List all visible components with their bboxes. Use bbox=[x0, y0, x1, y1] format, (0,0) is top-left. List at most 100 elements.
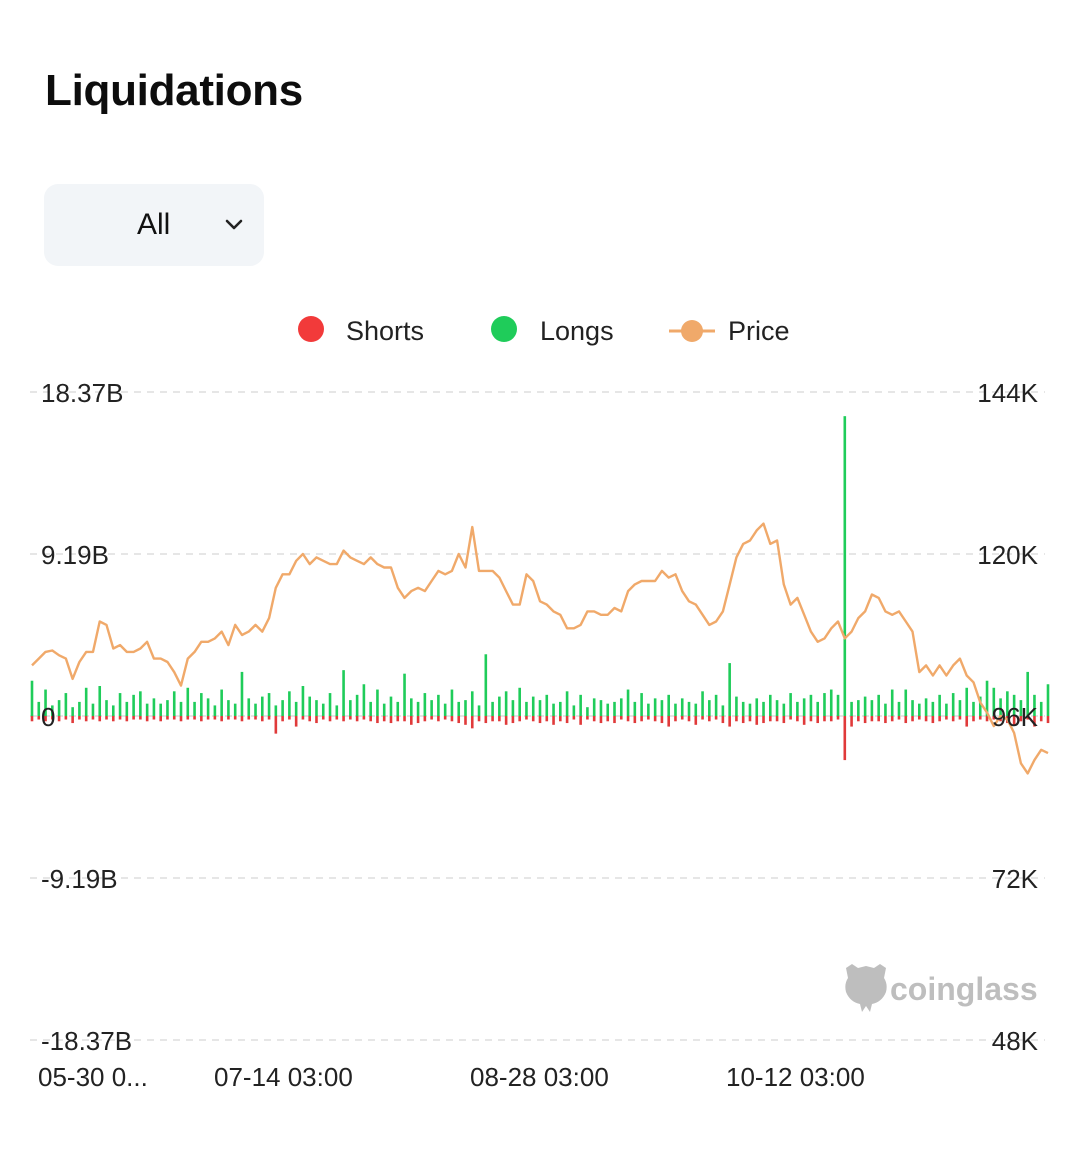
long-liquidation-bar bbox=[477, 705, 481, 716]
long-liquidation-bar bbox=[741, 701, 745, 716]
long-liquidation-bar bbox=[931, 701, 935, 716]
short-liquidation-bar bbox=[450, 716, 454, 722]
long-liquidation-bar bbox=[789, 693, 792, 716]
long-liquidation-bar bbox=[965, 687, 969, 716]
long-liquidation-bar bbox=[918, 703, 921, 716]
long-liquidation-bar bbox=[179, 701, 183, 716]
long-liquidation-bar bbox=[186, 687, 190, 716]
long-liquidation-bar bbox=[470, 691, 474, 716]
short-liquidation-bar bbox=[274, 716, 278, 734]
left-axis-tick: -9.19B bbox=[41, 864, 118, 894]
long-liquidation-bar bbox=[552, 703, 555, 716]
long-liquidation-bar bbox=[958, 700, 962, 716]
left-axis-tick: 18.37B bbox=[41, 378, 123, 408]
long-liquidation-bar bbox=[254, 703, 257, 716]
short-liquidation-bar bbox=[531, 716, 535, 722]
long-liquidation-bar bbox=[37, 701, 41, 716]
long-liquidation-bar bbox=[240, 671, 244, 716]
coinglass-watermark: coinglass bbox=[845, 964, 1038, 1012]
long-liquidation-bar bbox=[51, 705, 54, 716]
short-liquidation-bar bbox=[653, 716, 657, 722]
x-axis-tick: 08-28 03:00 bbox=[470, 1062, 609, 1092]
short-liquidation-bar bbox=[606, 716, 610, 722]
short-liquidation-bar bbox=[843, 716, 847, 761]
short-liquidation-bar bbox=[139, 716, 142, 720]
short-liquidation-bar bbox=[30, 716, 34, 722]
legend-shorts[interactable]: Shorts bbox=[298, 316, 424, 346]
short-liquidation-bar bbox=[904, 716, 908, 724]
right-axis-tick: 96K bbox=[992, 702, 1039, 732]
short-liquidation-bar bbox=[37, 716, 41, 720]
long-liquidation-bar bbox=[159, 703, 162, 716]
legend-price-label: Price bbox=[728, 316, 790, 346]
short-liquidation-bar bbox=[247, 716, 251, 720]
long-liquidation-bar bbox=[57, 700, 61, 716]
long-liquidation-bar bbox=[125, 701, 129, 716]
long-liquidation-bar bbox=[443, 703, 447, 716]
short-liquidation-bar bbox=[789, 716, 792, 720]
long-liquidation-bar bbox=[267, 693, 271, 716]
short-liquidation-bar bbox=[559, 716, 562, 722]
short-liquidation-bar bbox=[233, 716, 237, 720]
short-liquidation-bar bbox=[775, 716, 779, 722]
short-liquidation-bar bbox=[382, 716, 386, 722]
short-liquidation-bar bbox=[491, 716, 494, 722]
long-liquidation-bar bbox=[796, 701, 799, 716]
short-liquidation-bar bbox=[335, 716, 339, 720]
short-liquidation-bar bbox=[965, 716, 969, 727]
long-liquidation-bar bbox=[457, 701, 461, 716]
short-liquidation-bar bbox=[972, 716, 975, 722]
long-liquidation-bar bbox=[423, 693, 427, 716]
long-liquidation-bar bbox=[911, 700, 914, 716]
long-liquidation-bar bbox=[233, 703, 237, 716]
long-liquidation-bar bbox=[606, 703, 610, 716]
legend-longs[interactable]: Longs bbox=[491, 316, 614, 346]
left-axis-tick: 9.19B bbox=[41, 540, 109, 570]
long-liquidation-bar bbox=[829, 689, 833, 716]
long-liquidation-bar bbox=[342, 670, 345, 716]
long-liquidation-bar bbox=[884, 703, 887, 716]
short-liquidation-bar bbox=[647, 716, 650, 720]
long-liquidation-bar bbox=[640, 693, 643, 716]
long-liquidation-bar bbox=[376, 689, 379, 716]
short-liquidation-bar bbox=[1026, 716, 1029, 720]
short-liquidation-bar bbox=[890, 716, 894, 722]
short-liquidation-bar bbox=[227, 716, 230, 720]
short-liquidation-bar bbox=[1012, 716, 1016, 725]
short-liquidation-bar bbox=[755, 716, 759, 725]
short-liquidation-bar bbox=[823, 716, 826, 722]
short-liquidation-bar bbox=[999, 716, 1002, 722]
long-liquidation-bar bbox=[152, 698, 156, 716]
long-liquidation-bar bbox=[111, 705, 115, 716]
short-liquidation-bar bbox=[254, 716, 257, 720]
short-liquidation-bar bbox=[897, 716, 901, 720]
right-axis-tick: 144K bbox=[977, 378, 1038, 408]
long-liquidation-bar bbox=[579, 694, 582, 716]
long-liquidation-bar bbox=[382, 703, 386, 716]
short-liquidation-bar bbox=[931, 716, 935, 724]
short-liquidation-bar bbox=[951, 716, 955, 722]
range-selector[interactable]: All bbox=[44, 184, 264, 266]
long-liquidation-bar bbox=[633, 701, 637, 716]
legend-shorts-marker bbox=[298, 316, 324, 342]
legend-price[interactable]: Price bbox=[669, 316, 790, 346]
short-liquidation-bar bbox=[437, 716, 440, 722]
short-liquidation-bar bbox=[748, 716, 752, 722]
long-liquidation-bar bbox=[71, 707, 74, 716]
left-axis-tick: 0 bbox=[41, 702, 55, 732]
short-liquidation-bar bbox=[132, 716, 135, 720]
short-liquidation-bar bbox=[423, 716, 427, 722]
short-liquidation-bar bbox=[267, 716, 271, 720]
short-liquidation-bar bbox=[200, 716, 203, 722]
liquidation-bars bbox=[30, 416, 1050, 761]
short-liquidation-bar bbox=[362, 716, 366, 720]
short-liquidation-bar bbox=[633, 716, 637, 724]
long-liquidation-bar bbox=[565, 691, 569, 716]
legend-longs-marker bbox=[491, 316, 517, 342]
long-liquidation-bar bbox=[897, 701, 901, 716]
long-liquidation-bar bbox=[213, 705, 217, 716]
long-liquidation-bar bbox=[1019, 700, 1023, 716]
short-liquidation-bar bbox=[152, 716, 156, 720]
short-liquidation-bar bbox=[376, 716, 379, 724]
short-liquidation-bar bbox=[172, 716, 176, 720]
